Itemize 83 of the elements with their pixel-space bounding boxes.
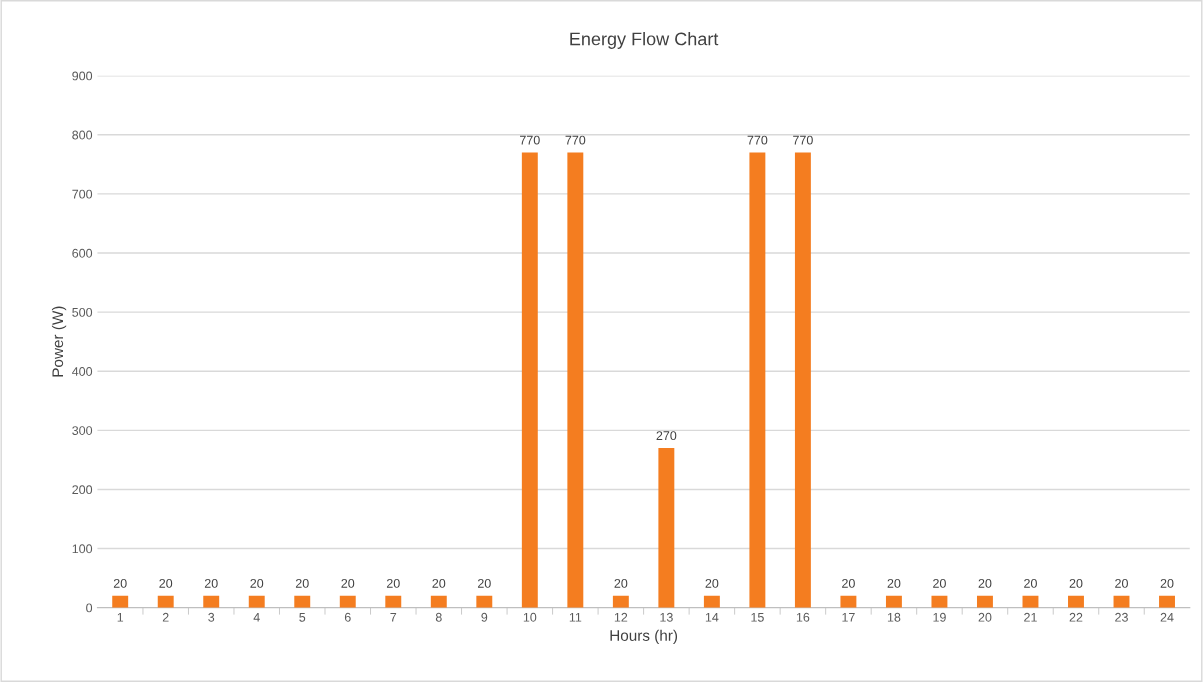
- data-label: 20: [1024, 578, 1037, 588]
- x-tick-label: 7: [390, 612, 397, 622]
- x-tick-label: 21: [1024, 612, 1037, 622]
- bar: [430, 595, 447, 608]
- bar: [794, 152, 811, 608]
- data-label: 270: [656, 431, 677, 441]
- x-tick-label: 22: [1069, 612, 1083, 622]
- data-label: 770: [565, 135, 586, 145]
- data-label: 20: [341, 578, 355, 588]
- data-label: 20: [614, 578, 628, 588]
- x-tick-label: 20: [978, 612, 992, 622]
- data-label: 20: [477, 578, 491, 588]
- y-tick-label: 300: [72, 426, 93, 435]
- x-tick-label: 19: [933, 612, 946, 622]
- x-tick-label: 16: [796, 612, 810, 622]
- y-tick-label: 200: [72, 485, 93, 495]
- y-tick-label: 700: [72, 189, 93, 199]
- x-tick-label: 2: [162, 612, 169, 622]
- x-tick-label: 1: [117, 612, 124, 622]
- bar: [476, 595, 493, 608]
- data-label: 20: [1069, 578, 1083, 588]
- bar: [203, 595, 220, 608]
- bar: [521, 152, 538, 608]
- y-tick-label: 800: [72, 130, 93, 140]
- x-tick-label: 8: [435, 612, 442, 622]
- data-label: 20: [1160, 578, 1174, 588]
- bar: [612, 595, 629, 608]
- data-label: 20: [204, 578, 218, 588]
- x-tick-label: 10: [523, 612, 537, 622]
- x-tick-label: 17: [842, 612, 855, 622]
- data-label: 20: [978, 578, 992, 588]
- data-label: 20: [113, 578, 127, 588]
- y-tick-label: 500: [72, 307, 93, 317]
- bar: [840, 595, 857, 608]
- bar: [1159, 595, 1175, 608]
- x-axis-title: Hours (hr): [610, 629, 678, 644]
- x-tick-label: 15: [751, 612, 764, 622]
- x-tick-label: 18: [887, 612, 901, 622]
- bar: [248, 595, 265, 608]
- data-label: 20: [933, 578, 946, 588]
- data-label: 770: [793, 135, 813, 145]
- y-tick-label: 0: [86, 603, 93, 613]
- x-tick-label: 14: [705, 612, 719, 622]
- y-tick-label: 600: [72, 248, 93, 258]
- chart-title: Energy Flow Chart: [570, 32, 719, 49]
- data-label: 20: [159, 578, 173, 588]
- x-tick-label: 4: [253, 612, 260, 622]
- bar: [567, 152, 584, 608]
- x-tick-label: 5: [299, 612, 306, 622]
- y-axis-title: Power (W): [51, 306, 67, 377]
- x-tick-label: 24: [1160, 612, 1174, 622]
- x-tick-label: 6: [344, 612, 351, 622]
- bar: [339, 595, 356, 608]
- x-tick-label: 3: [208, 612, 215, 622]
- bar: [157, 595, 174, 608]
- bar: [976, 595, 993, 608]
- bar: [294, 595, 311, 608]
- data-label: 20: [295, 578, 309, 588]
- bar: [885, 595, 902, 608]
- data-label: 770: [520, 135, 540, 145]
- data-label: 20: [432, 578, 446, 588]
- data-label: 20: [842, 578, 855, 588]
- bar: [1068, 595, 1084, 608]
- x-tick-label: 13: [660, 612, 673, 622]
- bar: [658, 448, 675, 608]
- y-tick-label: 900: [72, 71, 93, 81]
- y-tick-label: 100: [72, 544, 93, 554]
- data-label: 20: [887, 578, 901, 588]
- x-tick-label: 23: [1115, 612, 1128, 622]
- x-tick-label: 11: [569, 612, 582, 622]
- data-label: 20: [1115, 578, 1128, 588]
- bar: [112, 595, 129, 608]
- data-label: 20: [386, 578, 400, 588]
- data-label: 20: [250, 578, 264, 588]
- data-label: 770: [747, 135, 768, 145]
- bar: [931, 595, 948, 608]
- x-tick-label: 12: [614, 612, 628, 622]
- data-label: 20: [705, 578, 719, 588]
- bar: [703, 595, 720, 608]
- x-tick-label: 9: [481, 612, 488, 622]
- y-tick-label: 400: [72, 367, 93, 376]
- bar: [385, 595, 402, 608]
- bar: [749, 152, 766, 608]
